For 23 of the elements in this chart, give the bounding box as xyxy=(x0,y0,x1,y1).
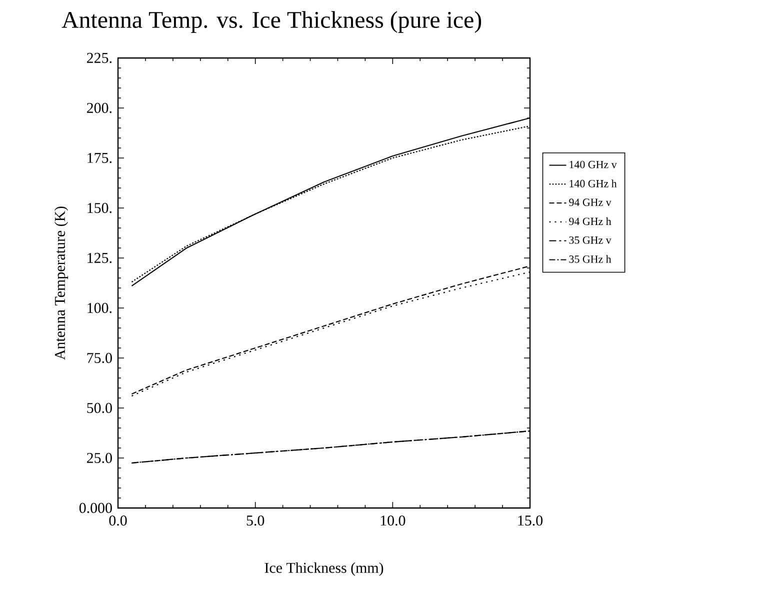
y-tick-label: 75.0 xyxy=(87,352,112,364)
x-axis-title: Ice Thickness (mm) xyxy=(264,562,384,576)
legend-label: 35 GHz v xyxy=(569,236,612,244)
x-tick-label: 5.0 xyxy=(246,515,264,526)
x-tick-label: 0.0 xyxy=(109,515,127,526)
chart-title: Antenna Temp. vs. Ice Thickness (pure ice) xyxy=(62,11,482,33)
legend-label: 35 GHz h xyxy=(569,255,612,263)
y-axis-title: Antenna Temperature (K) xyxy=(54,206,68,360)
y-tick-label: 150. xyxy=(88,202,112,214)
y-tick-label: 100. xyxy=(88,302,112,314)
x-tick-label: 10.0 xyxy=(380,515,406,526)
legend-label: 140 GHz h xyxy=(570,180,617,188)
y-tick-label: 225. xyxy=(87,52,112,64)
y-tick-label: 0.000 xyxy=(79,502,112,514)
legend-label: 94 GHz v xyxy=(569,198,612,206)
y-tick-label: 125. xyxy=(88,252,112,264)
legend-label: 140 GHz v xyxy=(570,160,617,168)
legend-label: 94 GHz h xyxy=(569,217,612,226)
y-tick-label: 200. xyxy=(87,102,112,114)
y-tick-label: 175. xyxy=(88,152,112,164)
x-tick-label: 15.0 xyxy=(518,515,543,526)
y-tick-label: 25.0 xyxy=(87,452,112,464)
y-tick-label: 50.0 xyxy=(87,402,112,414)
